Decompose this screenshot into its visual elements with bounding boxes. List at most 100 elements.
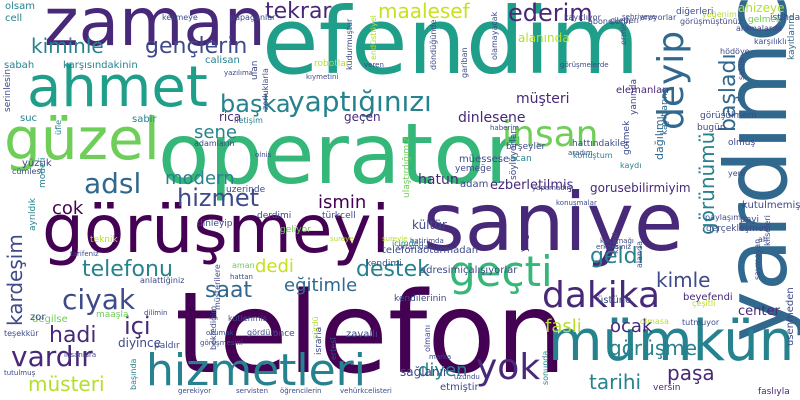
word: cok	[52, 198, 84, 219]
word: efendim	[262, 0, 640, 95]
word: görüşmüştünüz	[680, 17, 743, 26]
word: gelmek	[748, 15, 782, 25]
word: kutulmemiş	[742, 200, 800, 211]
word: payi	[740, 215, 760, 225]
word: haberim	[490, 124, 520, 132]
word: cümlesi	[12, 167, 43, 176]
word: olnis	[255, 151, 272, 159]
word: dakika	[542, 275, 661, 316]
word: ahizeye	[738, 1, 785, 15]
word: geliyor	[280, 225, 311, 235]
word: saat	[205, 278, 253, 303]
word: yemeğe	[455, 164, 492, 174]
word: öğrencilerin	[280, 387, 322, 395]
word: serinlesin	[3, 68, 13, 112]
word: faslıyla	[758, 387, 790, 397]
word: maaşla	[96, 310, 129, 320]
word: ahmet	[27, 55, 208, 120]
word: kudurmuştur	[345, 18, 354, 70]
word: beyefendi	[683, 292, 733, 303]
word: paldır	[154, 341, 180, 351]
word: kendimi	[366, 259, 402, 269]
word: yaptığınızı	[288, 85, 432, 118]
word: aroyorlar	[640, 13, 677, 22]
word: sabir	[132, 114, 157, 125]
word: usenmeden	[785, 287, 796, 346]
word: döndüğünde	[429, 19, 438, 70]
word: müsteri	[28, 372, 105, 396]
word: adamların	[194, 139, 235, 148]
word: üfle	[54, 119, 63, 135]
word: karşısındakinin	[63, 60, 138, 71]
word: etmiştir	[440, 382, 479, 393]
word: aramalarda	[736, 24, 783, 33]
word: diyen	[418, 360, 468, 381]
word: dedi	[255, 256, 294, 277]
word: olmuş	[728, 138, 756, 148]
word: veren	[364, 61, 384, 69]
word: alanında	[518, 31, 570, 45]
word: dilimin	[144, 309, 168, 317]
word: rica	[219, 110, 242, 124]
word: olmasa	[640, 317, 669, 326]
word: kliseleri	[763, 215, 772, 246]
word: tarihi	[589, 370, 642, 394]
word: kıymetini	[306, 73, 339, 81]
word: vehürkcelisteri	[340, 387, 392, 395]
word: uzundu	[454, 373, 480, 381]
word: hadi	[49, 323, 97, 348]
word: sabah	[4, 60, 35, 71]
word: kayıtlarını	[787, 15, 797, 60]
word: karşılıklı	[754, 37, 787, 46]
word: modern	[165, 168, 235, 189]
word: insanlara	[64, 351, 97, 359]
word: hatun	[418, 172, 459, 188]
word: ulaştırdığımız	[402, 137, 412, 198]
word: istihdam	[770, 13, 800, 23]
word: ortamda	[398, 243, 428, 251]
word: tarifeniz	[70, 250, 99, 258]
word: servisten	[236, 387, 269, 395]
word: yüzük	[22, 158, 52, 169]
word: hatirimda	[410, 237, 444, 245]
word: dinlesene	[458, 110, 526, 126]
word: zaman	[44, 0, 266, 61]
word: versin	[653, 383, 681, 393]
word: saniye	[423, 176, 684, 269]
word: endüstriyel	[369, 15, 378, 60]
word: yazılıma	[224, 69, 254, 77]
word: tutmuyor	[682, 318, 720, 327]
word: calisan	[205, 55, 240, 66]
word: uzerinde	[226, 185, 266, 195]
word: konuşmalar	[556, 199, 597, 207]
word: operator	[158, 105, 520, 203]
word: marka	[429, 353, 452, 361]
word: hizmet	[177, 184, 260, 212]
word: gerekiyor	[178, 387, 212, 395]
word: yapamadım	[532, 184, 574, 192]
word: paşa	[667, 361, 715, 385]
word: kesmeye	[162, 13, 198, 22]
word: müşteri	[516, 91, 570, 107]
word: ah	[758, 235, 768, 244]
word: mümkün	[548, 309, 795, 374]
word: yok	[476, 347, 541, 388]
word: ismin	[318, 192, 367, 213]
word: sürdü	[311, 316, 320, 339]
word: degilse	[32, 314, 68, 325]
word: içi	[124, 312, 151, 340]
word: alanda	[635, 240, 644, 268]
word: başka	[220, 90, 291, 118]
word: görüşmesini	[200, 339, 243, 347]
word: abonelerin	[588, 17, 631, 26]
word: görüşmeyi	[42, 191, 390, 268]
word: ermis	[619, 22, 628, 45]
word: fasli	[545, 316, 582, 337]
word: elemanları	[616, 85, 670, 96]
word: çeşitli	[692, 299, 716, 308]
word: derdimi	[257, 211, 292, 221]
word: kültür	[412, 218, 447, 232]
word: maalesef	[378, 0, 470, 23]
word: hattan	[230, 273, 253, 281]
word: gençlerin	[145, 34, 248, 59]
